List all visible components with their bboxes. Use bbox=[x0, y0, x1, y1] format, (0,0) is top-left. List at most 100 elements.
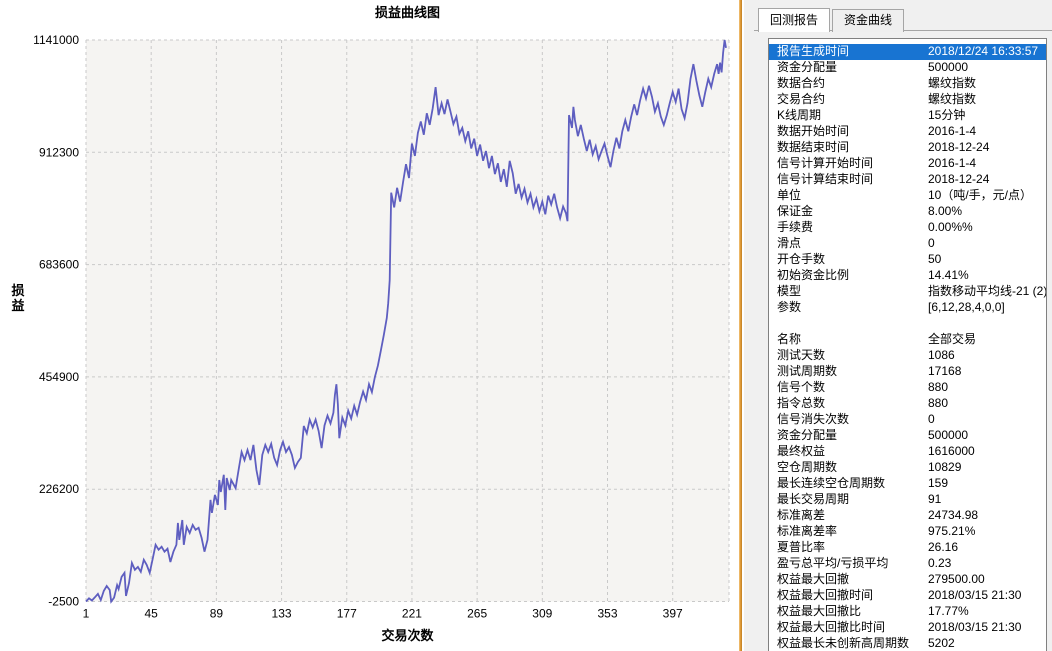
report-row-value: 0.00%% bbox=[928, 220, 973, 234]
report-row-value: 2018-12-24 bbox=[928, 140, 990, 154]
report-row[interactable]: 信号消失次数 0 bbox=[769, 412, 1046, 428]
report-row-label: 最长交易周期 bbox=[777, 492, 850, 506]
tab-equity-curve[interactable]: 资金曲线 bbox=[832, 9, 905, 32]
report-row-value: 17.77% bbox=[928, 604, 969, 618]
y-tick-label: 1141000 bbox=[33, 33, 79, 47]
report-row[interactable]: 夏普比率 26.16 bbox=[769, 540, 1046, 556]
report-row[interactable]: 参数 [6,12,28,4,0,0] bbox=[769, 300, 1046, 316]
report-row-label: 模型 bbox=[777, 284, 802, 298]
report-row-label: 初始资金比例 bbox=[777, 268, 850, 282]
report-row-value: 0.23 bbox=[928, 556, 952, 570]
report-row-label: 权益最大回撤 bbox=[777, 572, 850, 586]
report-row-value: 2018/03/15 21:30 bbox=[928, 620, 1022, 634]
report-row-label: 单位 bbox=[777, 188, 802, 202]
report-row-label: 权益最长未创新高周期数 bbox=[777, 636, 910, 650]
report-row-label: 测试周期数 bbox=[777, 364, 838, 378]
report-row[interactable]: 资金分配量 500000 bbox=[769, 60, 1046, 76]
report-row-value: 279500.00 bbox=[928, 572, 985, 586]
report-row[interactable]: 最长连续空仓周期数 159 bbox=[769, 476, 1046, 492]
report-row-label: 权益最大回撤时间 bbox=[777, 588, 874, 602]
report-row[interactable]: 盈亏总平均/亏损平均 0.23 bbox=[769, 556, 1046, 572]
report-row[interactable]: 手续费 0.00%% bbox=[769, 220, 1046, 236]
report-row-value: 15分钟 bbox=[928, 108, 966, 122]
report-row[interactable]: 信号计算开始时间 2016-1-4 bbox=[769, 156, 1046, 172]
report-row-value: 26.16 bbox=[928, 540, 959, 554]
report-row-blank bbox=[769, 316, 1046, 332]
y-tick-label: 912300 bbox=[39, 145, 79, 159]
chart-title: 损益曲线图 bbox=[375, 5, 440, 20]
report-row[interactable]: K线周期 15分钟 bbox=[769, 108, 1046, 124]
report-row[interactable]: 数据合约 螺纹指数 bbox=[769, 76, 1046, 92]
report-row[interactable]: 初始资金比例 14.41% bbox=[769, 268, 1046, 284]
report-row[interactable]: 空仓周期数 10829 bbox=[769, 460, 1046, 476]
tab-backtest-report[interactable]: 回测报告 bbox=[758, 8, 831, 32]
gridlines bbox=[85, 39, 730, 602]
report-row-value: 91 bbox=[928, 492, 942, 506]
report-row-value: 17168 bbox=[928, 364, 962, 378]
report-row-label: 报告生成时间 bbox=[777, 44, 850, 58]
report-row-label: 数据合约 bbox=[777, 76, 826, 90]
report-row-value: 2016-1-4 bbox=[928, 124, 977, 138]
report-row-value: 8.00% bbox=[928, 204, 963, 218]
report-row-label: 信号计算开始时间 bbox=[777, 156, 874, 170]
report-row-label: 资金分配量 bbox=[777, 428, 838, 442]
report-row-value: 5202 bbox=[928, 636, 955, 650]
report-row[interactable]: 权益最大回撤时间 2018/03/15 21:30 bbox=[769, 588, 1046, 604]
report-row[interactable]: 指令总数 880 bbox=[769, 396, 1046, 412]
report-row[interactable]: 测试天数 1086 bbox=[769, 348, 1046, 364]
y-tick-label: 226200 bbox=[39, 482, 79, 496]
x-tick-label: 133 bbox=[272, 607, 292, 621]
report-row[interactable]: 权益最大回撤比 17.77% bbox=[769, 604, 1046, 620]
report-row-label: 参数 bbox=[777, 300, 802, 314]
report-row-value: 1616000 bbox=[928, 444, 975, 458]
equity-curve-line bbox=[85, 39, 727, 604]
report-row[interactable]: 信号个数 880 bbox=[769, 380, 1046, 396]
report-row[interactable]: 保证金 8.00% bbox=[769, 204, 1046, 220]
report-row[interactable]: 名称 全部交易 bbox=[769, 332, 1046, 348]
report-row[interactable]: 资金分配量 500000 bbox=[769, 428, 1046, 444]
y-tick-label: 683600 bbox=[39, 258, 79, 272]
report-row[interactable]: 数据开始时间 2016-1-4 bbox=[769, 124, 1046, 140]
report-row[interactable]: 开仓手数 50 bbox=[769, 252, 1046, 268]
x-tick-label: 309 bbox=[532, 607, 552, 621]
report-row[interactable]: 数据结束时间 2018-12-24 bbox=[769, 140, 1046, 156]
report-row-value: 1086 bbox=[928, 348, 955, 362]
report-row[interactable]: 最终权益 1616000 bbox=[769, 444, 1046, 460]
report-row-label: 资金分配量 bbox=[777, 60, 838, 74]
report-row-label: 名称 bbox=[777, 332, 802, 346]
panel-splitter[interactable] bbox=[735, 0, 744, 651]
report-row[interactable]: 权益最长未创新高周期数 5202 bbox=[769, 636, 1046, 651]
report-row[interactable]: 权益最大回撤比时间 2018/03/15 21:30 bbox=[769, 620, 1046, 636]
report-row-label: 数据结束时间 bbox=[777, 140, 850, 154]
report-row[interactable]: 最长交易周期 91 bbox=[769, 492, 1046, 508]
report-row[interactable]: 标准离差率 975.21% bbox=[769, 524, 1046, 540]
report-row-value: 螺纹指数 bbox=[928, 76, 977, 90]
plot-area bbox=[86, 40, 729, 602]
report-row[interactable]: 模型 指数移动平均线-21 (2) bbox=[769, 284, 1046, 300]
profit-curve-panel: -2500 226200 454900 683600 912300 1141000 1 45 8… bbox=[11, 5, 730, 643]
x-tick-label: 177 bbox=[337, 607, 357, 621]
report-row-label: K线周期 bbox=[777, 108, 822, 122]
report-row[interactable]: 交易合约 螺纹指数 bbox=[769, 92, 1046, 108]
report-row-label: 夏普比率 bbox=[777, 540, 826, 554]
report-row-value: 880 bbox=[928, 396, 949, 410]
report-row-label: 开仓手数 bbox=[777, 252, 826, 266]
x-tick-label: 89 bbox=[210, 607, 224, 621]
report-row-value: 14.41% bbox=[928, 268, 969, 282]
report-row-label: 最终权益 bbox=[777, 444, 826, 458]
report-row-value: 2018-12-24 bbox=[928, 172, 990, 186]
report-row[interactable]: 信号计算结束时间 2018-12-24 bbox=[769, 172, 1046, 188]
report-row-label: 盈亏总平均/亏损平均 bbox=[777, 556, 889, 570]
report-row[interactable]: 滑点 0 bbox=[769, 236, 1046, 252]
report-row-label: 信号消失次数 bbox=[777, 412, 850, 426]
report-row-label: 空仓周期数 bbox=[777, 460, 838, 474]
report-row[interactable]: 报告生成时间 2018/12/24 16:33:57 bbox=[769, 44, 1046, 60]
report-row-label: 信号个数 bbox=[777, 380, 826, 394]
report-row[interactable]: 权益最大回撤 279500.00 bbox=[769, 572, 1046, 588]
report-row-label: 数据开始时间 bbox=[777, 124, 850, 138]
report-row[interactable]: 测试周期数 17168 bbox=[769, 364, 1046, 380]
report-panel: 回测报告 资金曲线 报告生成时间 2018/12/24 16:33:57 资金分配量… bbox=[744, 0, 1052, 651]
report-row[interactable]: 标准离差 24734.98 bbox=[769, 508, 1046, 524]
report-row[interactable]: 单位 10（吨/手，元/点） bbox=[769, 188, 1046, 204]
